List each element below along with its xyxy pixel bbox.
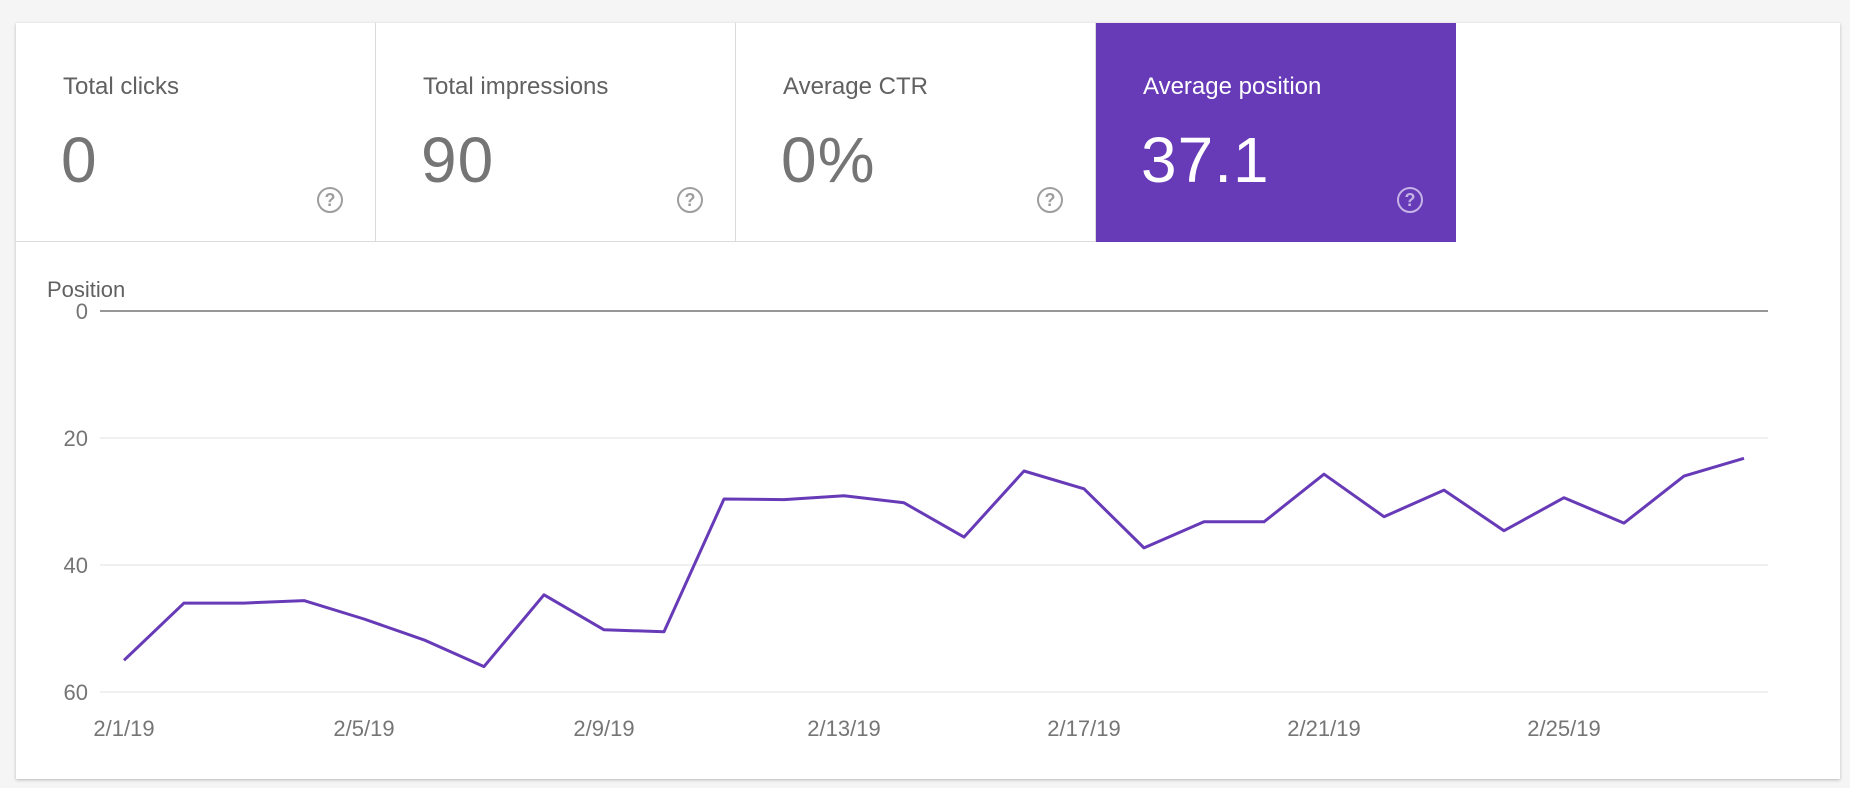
data-point[interactable] xyxy=(658,626,670,638)
metric-label: Total impressions xyxy=(423,73,609,100)
metric-label: Average position xyxy=(1143,73,1322,100)
metric-label: Average CTR xyxy=(783,73,928,100)
data-point[interactable] xyxy=(478,661,490,673)
x-tick-label: 2/21/19 xyxy=(1287,716,1360,741)
data-point[interactable] xyxy=(1138,542,1150,554)
data-point[interactable] xyxy=(838,490,850,502)
data-point[interactable] xyxy=(1378,511,1390,523)
data-point[interactable] xyxy=(778,494,790,506)
data-point[interactable] xyxy=(358,613,370,625)
x-tick-label: 2/5/19 xyxy=(333,716,394,741)
help-circle-icon[interactable]: ? xyxy=(1397,187,1423,213)
data-point[interactable] xyxy=(1678,470,1690,482)
metric-tabs: Total clicks 0 ? Total impressions 90 ? … xyxy=(16,23,1456,242)
data-point[interactable] xyxy=(1738,452,1750,464)
metric-value: 0 xyxy=(61,124,98,196)
data-point[interactable] xyxy=(1618,517,1630,529)
performance-card: Total clicks 0 ? Total impressions 90 ? … xyxy=(16,23,1840,779)
x-tick-label: 2/9/19 xyxy=(573,716,634,741)
data-point[interactable] xyxy=(298,595,310,607)
y-tick-label: 0 xyxy=(76,299,88,324)
help-circle-icon[interactable]: ? xyxy=(317,187,343,213)
data-point[interactable] xyxy=(118,654,130,666)
data-point[interactable] xyxy=(1018,465,1030,477)
metric-value: 0% xyxy=(781,124,876,196)
line-chart-svg: Position 0 20 40 60 2/1/19 2/5/19 2/9/19 2/13/… xyxy=(47,277,1768,741)
data-point[interactable] xyxy=(418,634,430,646)
metric-card-total-clicks[interactable]: Total clicks 0 ? xyxy=(16,23,376,242)
data-point[interactable] xyxy=(898,497,910,509)
data-point[interactable] xyxy=(1198,516,1210,528)
data-point[interactable] xyxy=(178,597,190,609)
y-axis-title: Position xyxy=(47,277,125,302)
x-tick-label: 2/25/19 xyxy=(1527,716,1600,741)
data-point[interactable] xyxy=(1258,516,1270,528)
x-tick-label: 2/1/19 xyxy=(93,716,154,741)
data-point[interactable] xyxy=(238,597,250,609)
data-point[interactable] xyxy=(598,624,610,636)
y-tick-label: 60 xyxy=(64,680,88,705)
metric-label: Total clicks xyxy=(63,73,180,100)
y-tick-label: 20 xyxy=(64,426,88,451)
data-point[interactable] xyxy=(1498,525,1510,537)
help-circle-icon[interactable]: ? xyxy=(677,187,703,213)
data-point[interactable] xyxy=(538,589,550,601)
metric-value: 90 xyxy=(421,124,495,196)
metric-card-average-ctr[interactable]: Average CTR 0% ? xyxy=(736,23,1096,242)
metric-value: 37.1 xyxy=(1141,124,1270,196)
data-point[interactable] xyxy=(958,531,970,543)
data-point[interactable] xyxy=(1558,492,1570,504)
metric-card-average-position[interactable]: Average position 37.1 ? xyxy=(1096,23,1456,242)
y-tick-label: 40 xyxy=(64,553,88,578)
position-chart: Position 0 20 40 60 2/1/19 2/5/19 2/9/19 2/13/… xyxy=(16,242,1840,779)
data-point[interactable] xyxy=(1078,483,1090,495)
metric-card-total-impressions[interactable]: Total impressions 90 ? xyxy=(376,23,736,242)
data-point[interactable] xyxy=(1438,484,1450,496)
x-tick-label: 2/13/19 xyxy=(807,716,880,741)
data-point[interactable] xyxy=(718,493,730,505)
help-circle-icon[interactable]: ? xyxy=(1037,187,1063,213)
x-tick-label: 2/17/19 xyxy=(1047,716,1120,741)
series-line-position xyxy=(122,456,1745,669)
data-point[interactable] xyxy=(1318,468,1330,480)
